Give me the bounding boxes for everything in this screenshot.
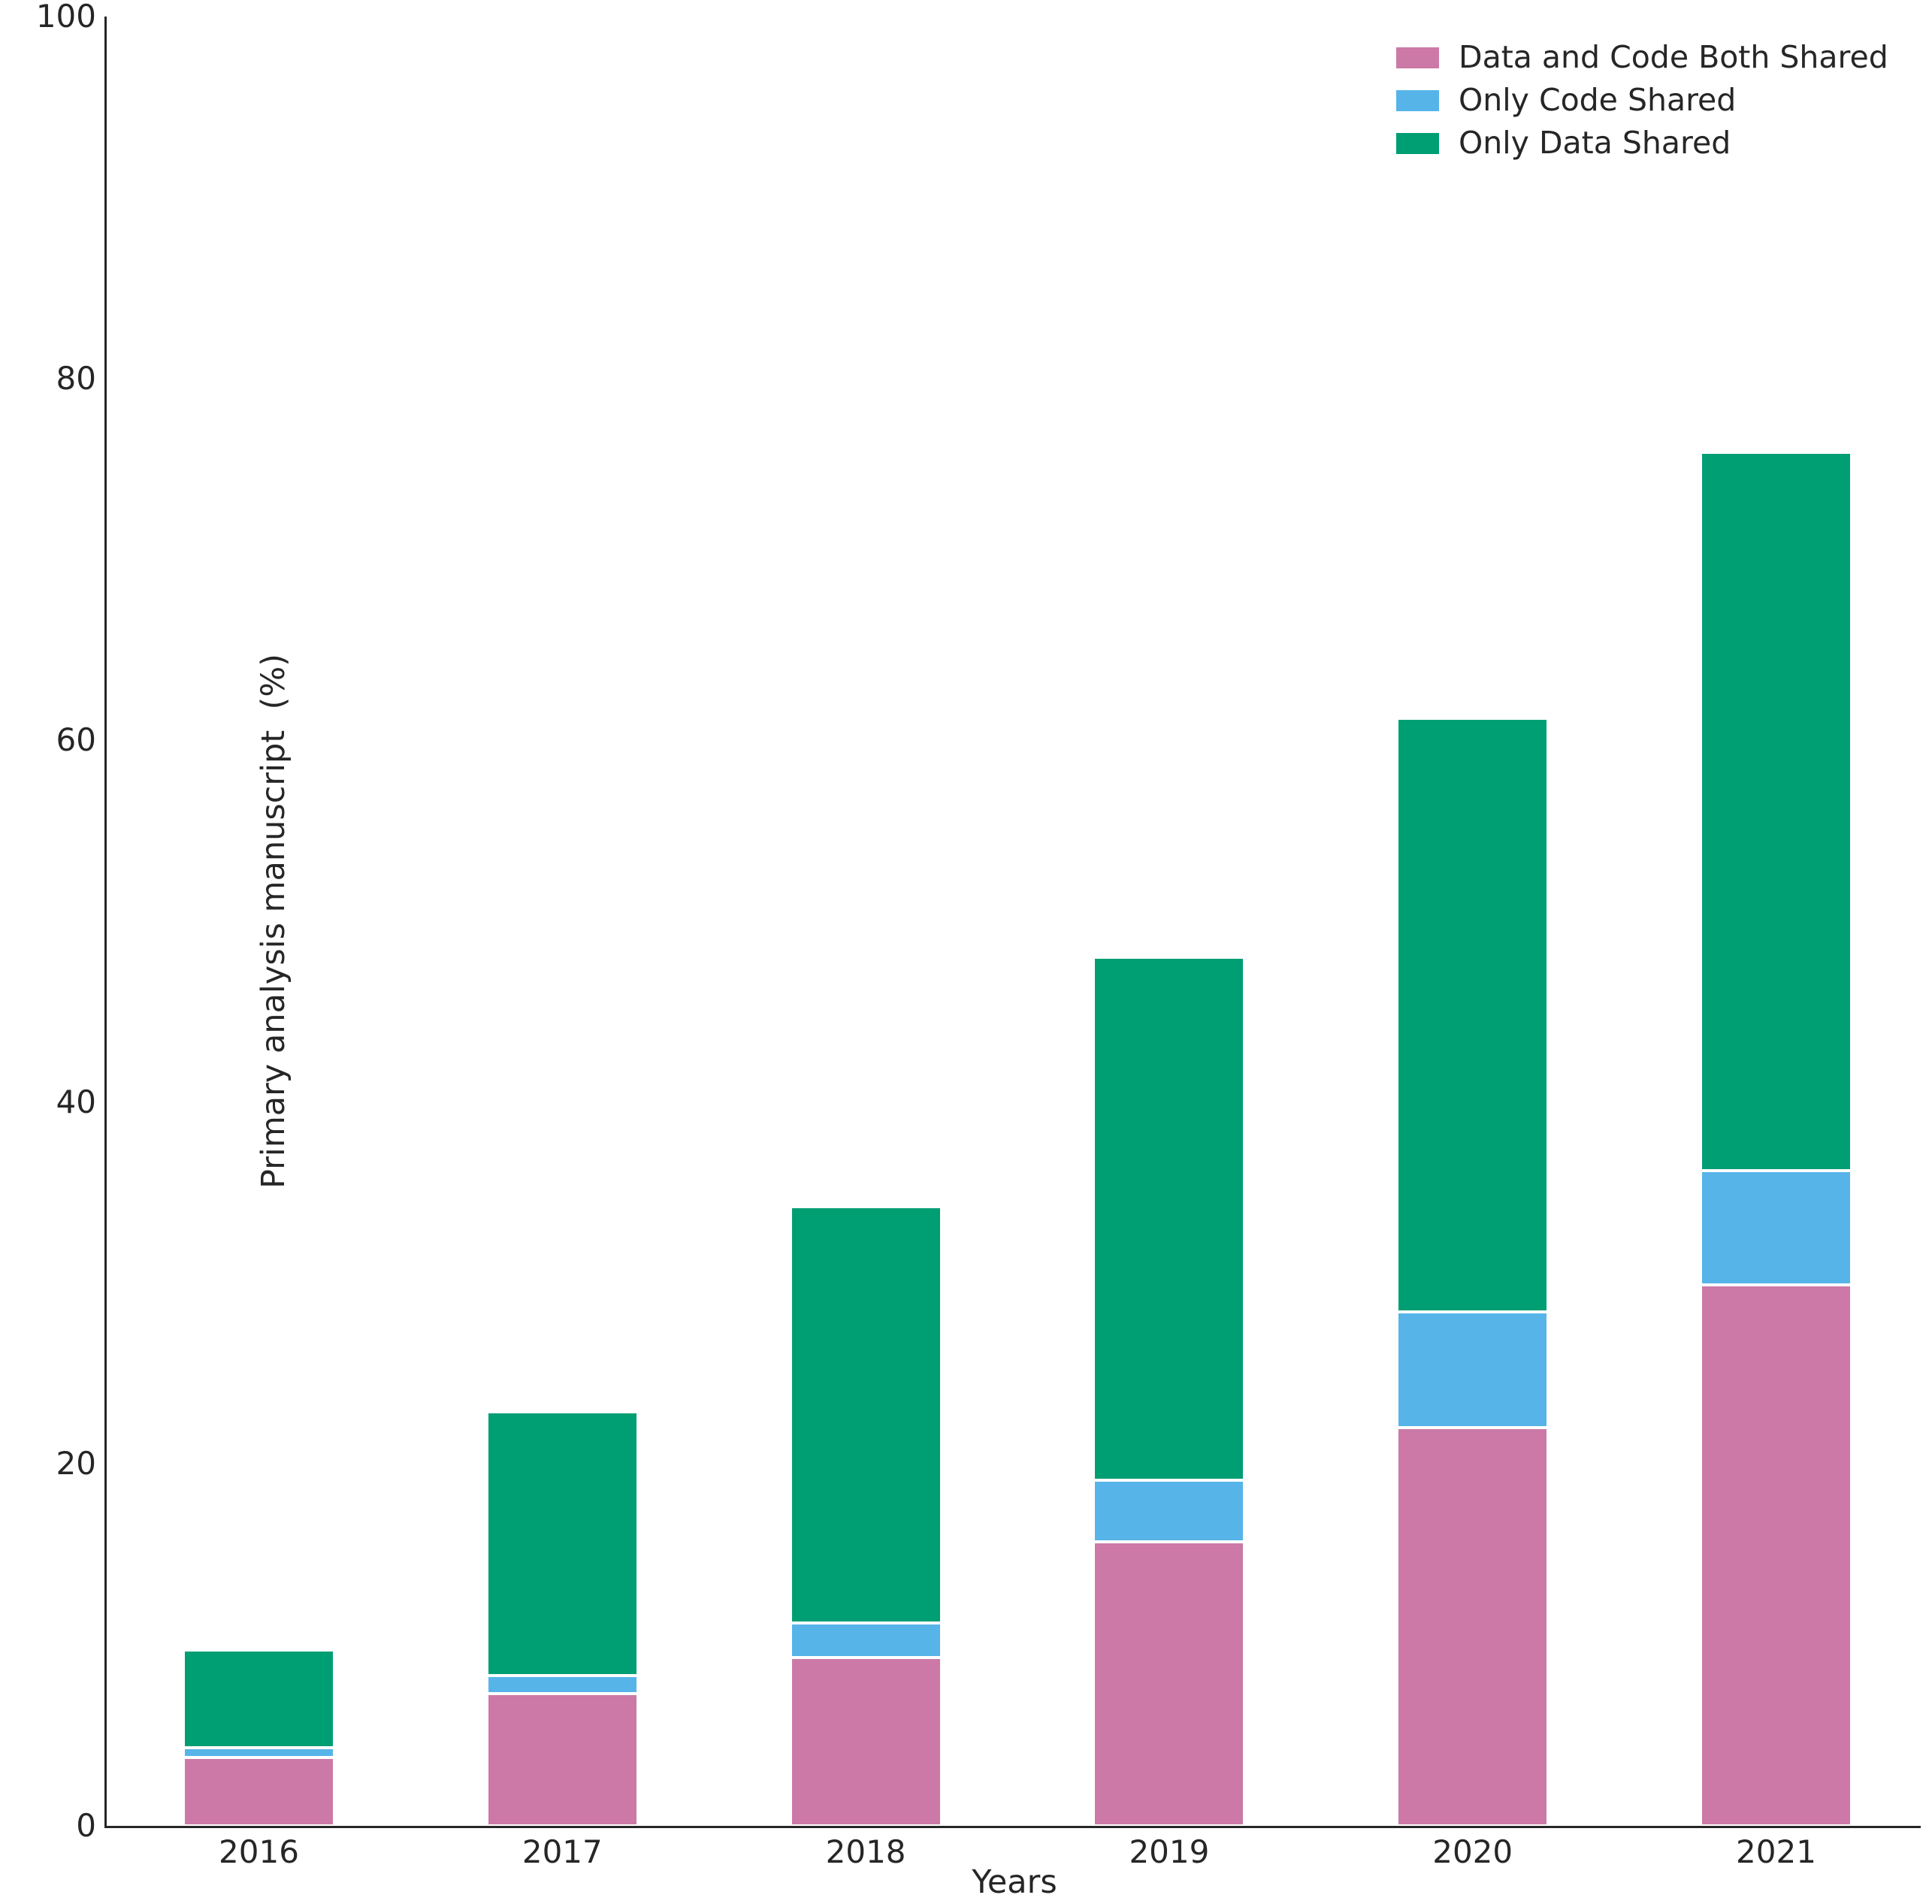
x-tick-label: 2017 bbox=[522, 1833, 603, 1870]
stacked-bar-2020 bbox=[1397, 17, 1549, 1826]
stacked-bar-2018 bbox=[790, 17, 942, 1826]
bar-segment bbox=[1397, 1428, 1549, 1826]
plot-area: 0 20 40 60 80 100 2016 2017 2018 2019 2020 2021 bbox=[36, 1, 1921, 1868]
x-tick-label: 2021 bbox=[1736, 1833, 1816, 1870]
stacked-bar-2016 bbox=[183, 17, 334, 1826]
stacked-bar-2019 bbox=[1093, 17, 1245, 1826]
x-tick-label: 2020 bbox=[1432, 1833, 1513, 1870]
x-tick-label: 2016 bbox=[219, 1833, 299, 1870]
bar-segment bbox=[1701, 1285, 1852, 1826]
bar-segment bbox=[1093, 957, 1245, 1481]
legend: Data and Code Both Shared Only Code Share… bbox=[1396, 36, 1888, 165]
stacked-bar-2021 bbox=[1701, 17, 1852, 1826]
stacked-bar-2017 bbox=[486, 17, 638, 1826]
bar-segment bbox=[790, 1658, 942, 1826]
legend-label: Data and Code Both Shared bbox=[1459, 39, 1888, 75]
bar-segment bbox=[1397, 718, 1549, 1313]
legend-swatch-icon bbox=[1396, 132, 1439, 154]
legend-swatch-icon bbox=[1396, 89, 1439, 111]
bar-segment bbox=[486, 1676, 638, 1694]
legend-row: Data and Code Both Shared bbox=[1396, 36, 1888, 79]
bar-segment bbox=[1701, 1171, 1852, 1286]
legend-label: Only Data Shared bbox=[1459, 125, 1731, 161]
y-tick-label: 60 bbox=[56, 721, 96, 759]
bar-segment bbox=[486, 1694, 638, 1826]
bar-segment bbox=[183, 1757, 334, 1826]
bar-segment bbox=[486, 1411, 638, 1676]
bar-segment bbox=[1093, 1541, 1245, 1826]
x-tick-label: 2018 bbox=[825, 1833, 906, 1870]
legend-row: Only Data Shared bbox=[1396, 122, 1888, 165]
bar-segment bbox=[790, 1207, 942, 1624]
bar-segment bbox=[1093, 1480, 1245, 1542]
bar-segment bbox=[1701, 452, 1852, 1171]
bar-segment bbox=[183, 1650, 334, 1748]
legend-row: Only Code Shared bbox=[1396, 79, 1888, 122]
legend-label: Only Code Shared bbox=[1459, 82, 1737, 118]
y-tick-label: 100 bbox=[35, 0, 96, 35]
x-tick-label: 2019 bbox=[1129, 1833, 1210, 1870]
y-tick-label: 80 bbox=[56, 359, 96, 397]
bar-segment bbox=[790, 1623, 942, 1658]
bar-segment bbox=[183, 1748, 334, 1757]
y-tick-label: 0 bbox=[76, 1807, 96, 1844]
y-tick-label: 20 bbox=[56, 1445, 96, 1482]
x-axis-label: Years bbox=[972, 1863, 1057, 1901]
y-tick-label: 40 bbox=[56, 1083, 96, 1120]
legend-swatch-icon bbox=[1396, 47, 1439, 68]
bar-segment bbox=[1397, 1312, 1549, 1428]
